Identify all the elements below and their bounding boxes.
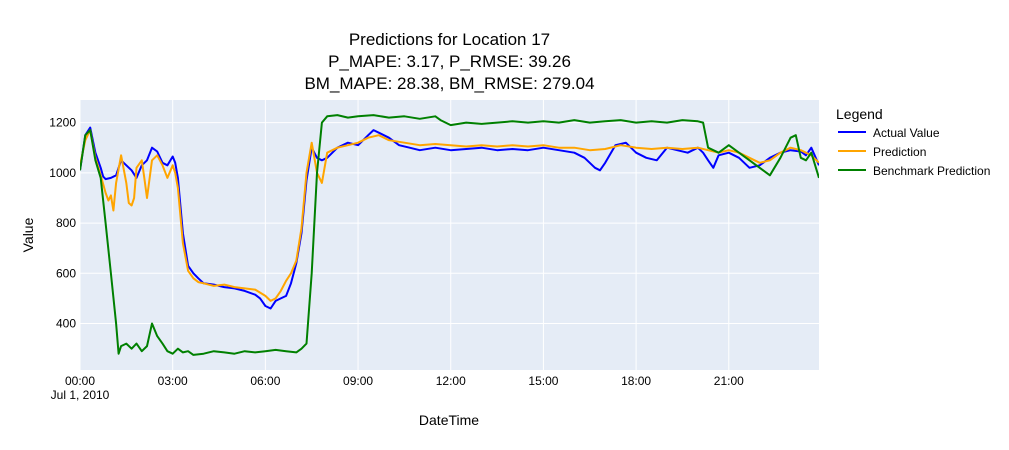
x-tick-label: 18:00 xyxy=(621,374,651,388)
plot-area xyxy=(80,100,819,370)
x-axis-title: DateTime xyxy=(419,412,479,428)
x-axis-ticks: 00:00 03:00 06:00 09:00 12:00 15:00 18:00 21:00 xyxy=(65,374,744,388)
legend-item-label: Actual Value xyxy=(873,126,940,140)
legend: Legend Actual Value Prediction Benchmark P… xyxy=(836,106,990,178)
y-tick-label: 400 xyxy=(56,317,76,331)
x-tick-label: 03:00 xyxy=(158,374,188,388)
x-tick-label: 06:00 xyxy=(250,374,280,388)
x-tick-label: 15:00 xyxy=(528,374,558,388)
x-axis-date-label: Jul 1, 2010 xyxy=(51,388,110,402)
legend-item-label: Prediction xyxy=(873,145,926,159)
chart-title-line-3: BM_MAPE: 28.38, BM_RMSE: 279.04 xyxy=(304,74,594,93)
series-line-prediction xyxy=(80,129,819,302)
y-axis-ticks: 400 600 800 1000 1200 xyxy=(49,116,76,331)
y-tick-label: 600 xyxy=(56,266,76,280)
x-tick-label: 00:00 xyxy=(65,374,95,388)
x-tick-label: 09:00 xyxy=(343,374,373,388)
y-tick-label: 1000 xyxy=(49,166,76,180)
legend-title: Legend xyxy=(836,106,883,122)
series-line-actual-value xyxy=(80,126,819,310)
y-tick-label: 1200 xyxy=(49,116,76,130)
chart-title-line-1: Predictions for Location 17 xyxy=(349,30,550,49)
series-lines xyxy=(80,114,819,356)
x-tick-label: 12:00 xyxy=(436,374,466,388)
y-axis-title: Value xyxy=(20,217,36,252)
series-line-benchmark-prediction xyxy=(80,114,819,356)
legend-item-label: Benchmark Prediction xyxy=(873,164,990,178)
chart-title-line-2: P_MAPE: 3.17, P_RMSE: 39.26 xyxy=(328,52,571,71)
x-tick-label: 21:00 xyxy=(714,374,744,388)
chart-title: Predictions for Location 17 P_MAPE: 3.17,… xyxy=(304,30,594,93)
y-tick-label: 800 xyxy=(56,216,76,230)
